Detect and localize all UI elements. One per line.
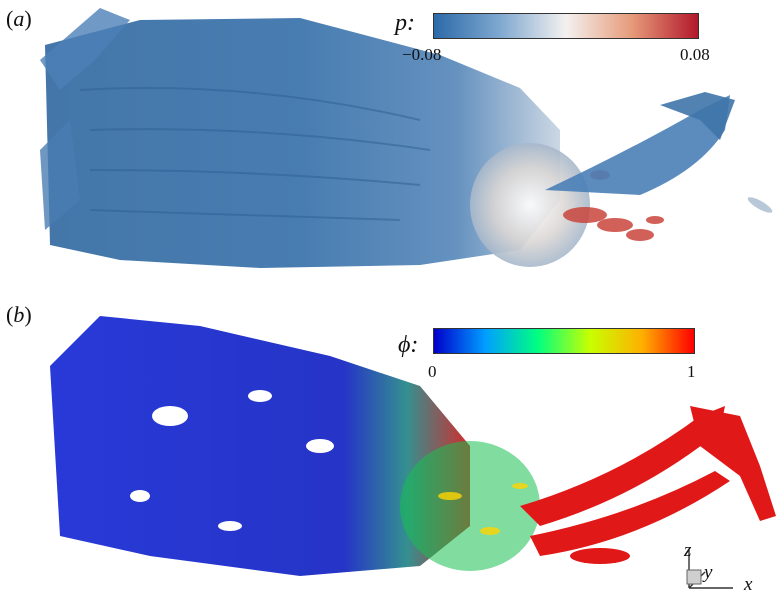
axis-z-label: z [684,540,692,561]
interface-head [400,441,540,571]
colorbar-b [433,328,695,354]
colorbar-b-min: 0 [428,362,437,381]
jet-filament [545,95,730,195]
axes-triad [686,550,733,589]
jet-head-isosurface [470,143,590,267]
panel-b-label: (b) [6,302,32,327]
jet-fragments [40,120,80,230]
colorbar-a [433,13,699,39]
pressure-isosurface-render [40,8,773,268]
colorbar-a-max: 0.08 [680,45,710,64]
mixed-region-isosurface [50,316,470,576]
axis-y-label: y [704,562,713,583]
colorbar-b-variable: ϕ: [398,332,419,358]
axis-x-label: x [744,574,753,595]
jet-fragments [40,8,130,90]
streak-texture [79,87,431,221]
axes-cube-icon [686,569,702,585]
jet-body-isosurface [45,18,560,268]
positive-pressure-blobs [563,170,664,241]
phase-field-isosurface-render [50,316,776,576]
gaps-in-debris [130,390,334,531]
colorbar-a-min: −0.08 [402,45,442,64]
colorbar-b-max: 1 [687,362,696,381]
colorbar-a-variable: p: [395,10,415,36]
panel-a: (a) [0,0,776,290]
detached-droplet [747,197,773,213]
jet-filament-tip [660,92,735,140]
panel-a-label: (a) [6,6,32,31]
liquid-ligaments [520,406,776,564]
interface-highlights [438,483,528,535]
panel-b: (b) [0,296,776,600]
